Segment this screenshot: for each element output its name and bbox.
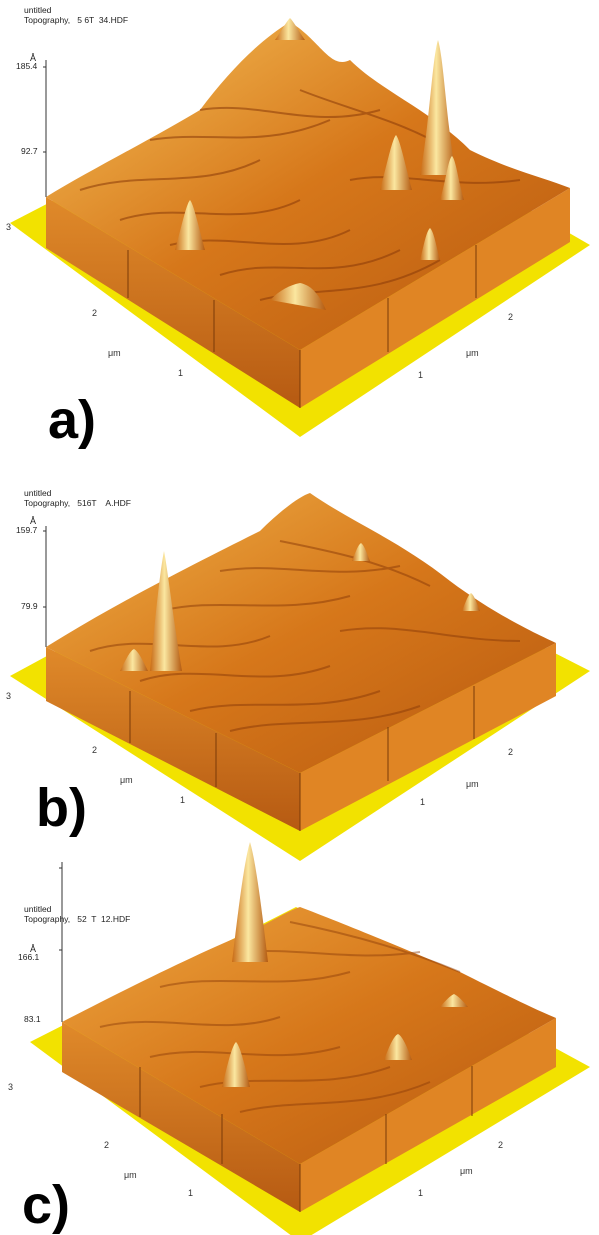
- peak: [120, 649, 148, 671]
- topography-surface-b: [10, 493, 590, 861]
- peak: [175, 200, 205, 250]
- axis-tick: 2: [92, 308, 98, 318]
- axis-unit: μm: [466, 779, 479, 789]
- peak: [440, 156, 464, 200]
- axis-tick: 2: [508, 747, 514, 757]
- surface-top: [62, 907, 556, 1164]
- axis-tick: 1: [180, 795, 186, 805]
- axis-unit: μm: [108, 348, 121, 358]
- axis-tick: 1: [178, 368, 184, 378]
- afm-panel-a: untitled Topography, 5 6T 34.HDF Å 185.4…: [0, 0, 599, 447]
- peak: [380, 135, 412, 190]
- front-left-wall: [46, 647, 300, 831]
- axis-tick: 2: [508, 312, 514, 322]
- z-unit: Å: [30, 944, 37, 954]
- axis-tick: 1: [418, 1188, 424, 1198]
- axis-unit: μm: [120, 775, 133, 785]
- front-right-wall: [300, 1018, 556, 1212]
- peak: [222, 1042, 250, 1087]
- afm-panel-b: untitled Topography, 516T A.HDF Å 159.7 …: [0, 411, 599, 861]
- axis-tick: 1: [188, 1188, 194, 1198]
- z-tick-max: 166.1: [18, 952, 40, 962]
- front-right-wall: [300, 188, 570, 408]
- peak-tall: [420, 40, 456, 175]
- panel-header: untitled Topography, 52 T 12.HDF: [24, 904, 130, 924]
- panel-label: b): [36, 778, 87, 838]
- axis-tick: 3: [6, 222, 12, 232]
- z-tick-mid: 83.1: [24, 1014, 41, 1024]
- peak: [462, 593, 480, 611]
- surface-texture: [99, 921, 461, 1113]
- peak-tall: [150, 551, 182, 671]
- z-tick-max: 185.4: [16, 61, 38, 71]
- header-title: untitled: [24, 904, 52, 914]
- axis-unit: μm: [460, 1166, 473, 1176]
- peak: [420, 228, 440, 260]
- axis-unit: μm: [124, 1170, 137, 1180]
- axis-tick: 1: [418, 370, 424, 380]
- afm-panel-c: untitled Topography, 52 T 12.HDF Å 166.1…: [0, 822, 599, 1235]
- header-title: untitled: [24, 5, 52, 15]
- panel-label: c): [22, 1175, 71, 1235]
- peak: [352, 543, 370, 561]
- z-unit: Å: [30, 516, 37, 526]
- front-left-wall: [46, 197, 300, 408]
- axis-tick: 2: [498, 1140, 504, 1150]
- axis-unit: μm: [466, 348, 479, 358]
- surface-top: [46, 493, 556, 773]
- peak: [384, 1034, 412, 1060]
- axis-tick: 2: [92, 745, 98, 755]
- panel-header: untitled Topography, 5 6T 34.HDF: [24, 5, 128, 25]
- front-right-wall: [300, 643, 556, 831]
- topography-surface-c: [30, 842, 590, 1235]
- header-title: untitled: [24, 488, 52, 498]
- axis-tick: 2: [104, 1140, 110, 1150]
- z-tick-mid: 79.9: [21, 601, 38, 611]
- surface-top: [46, 22, 570, 350]
- surface-texture: [79, 89, 521, 301]
- header-file: Topography, 5 6T 34.HDF: [24, 15, 129, 25]
- peak-tall: [232, 842, 268, 962]
- panel-label: a): [48, 390, 97, 450]
- peak: [270, 283, 326, 310]
- topography-surface-a: [10, 18, 590, 437]
- axis-tick: 3: [6, 691, 12, 701]
- header-file: Topography, 516T A.HDF: [24, 498, 131, 508]
- axis-tick: 1: [420, 797, 426, 807]
- z-tick-mid: 92.7: [21, 146, 38, 156]
- z-tick-max: 159.7: [16, 525, 38, 535]
- front-left-wall: [62, 1022, 300, 1212]
- axis-tick: 3: [8, 1082, 14, 1092]
- peak: [275, 18, 305, 40]
- header-file: Topography, 52 T 12.HDF: [24, 914, 131, 924]
- peak: [440, 994, 468, 1007]
- z-unit: Å: [30, 53, 37, 63]
- panel-header: untitled Topography, 516T A.HDF: [24, 488, 131, 508]
